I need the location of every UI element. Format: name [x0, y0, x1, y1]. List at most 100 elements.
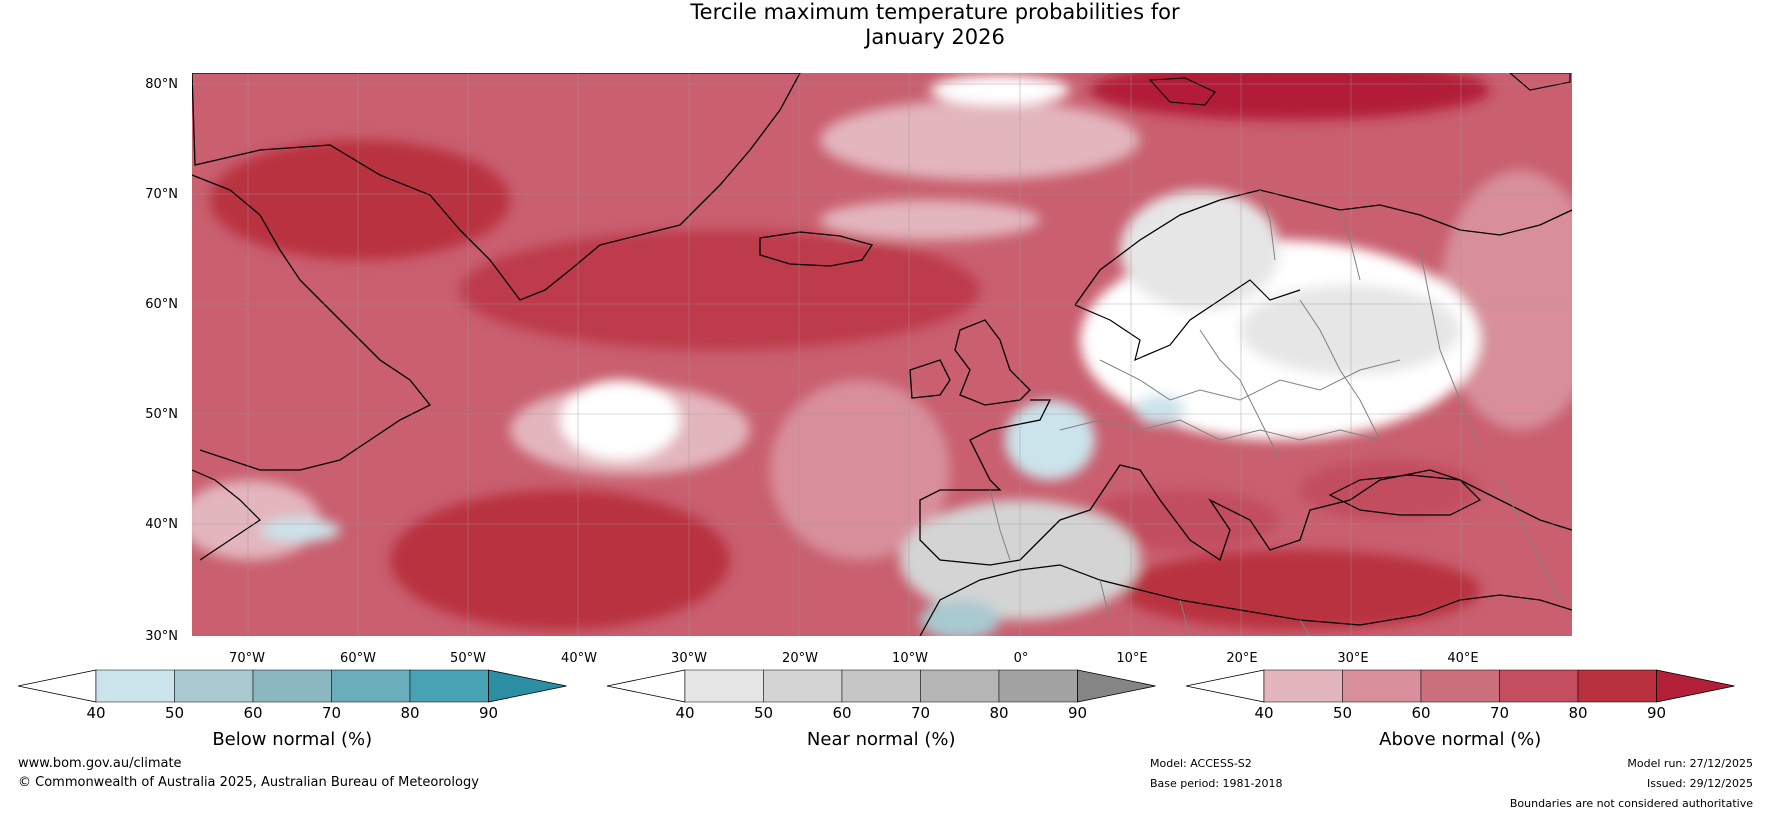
footer-model-run: Model run: 27/12/2025: [1627, 757, 1753, 770]
above-normal-colorbar-segment: [1263, 669, 1343, 703]
light-pink-region-norwegian-sea: [820, 200, 1040, 240]
title-line-1: Tercile maximum temperature probabilitie…: [690, 0, 1180, 24]
dark-red-region-central-med: [1080, 490, 1280, 550]
below-normal-region-alps: [1135, 395, 1185, 425]
border-line-1: [1059, 419, 1381, 441]
above-normal-colorbar-segment: [1420, 669, 1500, 703]
near-normal-colorbar-segment: [998, 669, 1078, 703]
below-normal-colorbar-tick: 70: [322, 704, 341, 722]
below-normal-colorbar-tick: 60: [243, 704, 262, 722]
colorbars: 40 50 60 70 80 90 Below normal (%) 40 50 60 70 80 90…: [17, 669, 1735, 750]
below-normal-region-carolinas: [260, 518, 340, 542]
ireland-coastline: [909, 359, 951, 399]
below-normal-colorbar-tick: 80: [400, 704, 419, 722]
dark-red-region-eastern-med: [1120, 550, 1480, 630]
border-line-4: [1299, 299, 1381, 441]
above-normal-colorbar-segment: [1499, 669, 1579, 703]
longitude-labels: 70°W 60°W 50°W 40°W 30°W 20°W 10°W 0° 10…: [229, 651, 1479, 666]
lat-label-60: 60°N: [145, 297, 178, 312]
lon-label-10w: 10°W: [892, 651, 928, 666]
white-region-arctic: [930, 75, 1070, 105]
above-normal-colorbar-segment: [1577, 669, 1657, 703]
below-normal-colorbar-segment: [331, 669, 411, 703]
above-normal-colorbar-tick: 90: [1647, 704, 1666, 722]
below-normal-colorbar-max-arrow: [488, 669, 567, 703]
lon-label-60w: 60°W: [340, 651, 376, 666]
above-normal-colorbar-tick: 60: [1411, 704, 1430, 722]
near-normal-region-scandinavia: [1120, 190, 1280, 310]
near-normal-colorbar-tick: 80: [989, 704, 1008, 722]
dark-red-region-barents: [1090, 73, 1490, 120]
greenland-coastline: [192, 73, 801, 301]
lat-label-40: 40°N: [145, 517, 178, 532]
footer-issued: Issued: 29/12/2025: [1646, 777, 1753, 790]
near-normal-colorbar-segment: [841, 669, 921, 703]
lat-label-50: 50°N: [145, 407, 178, 422]
lon-label-30e: 30°E: [1337, 651, 1368, 666]
latitude-labels: 80°N 70°N 60°N 50°N 40°N 30°N: [145, 77, 178, 644]
border-line-5: [1419, 249, 1481, 451]
dark-red-region-baffin: [210, 140, 510, 260]
lon-label-20e: 20°E: [1226, 651, 1257, 666]
below-normal-colorbar-tick: 90: [479, 704, 498, 722]
iceland-coastline: [759, 231, 874, 267]
below-normal-colorbar-segment: [95, 669, 175, 703]
light-pink-region-arctic: [820, 100, 1140, 180]
lon-label-40w: 40°W: [561, 651, 597, 666]
below-normal-colorbar: 40 50 60 70 80 90 Below normal (%): [17, 669, 567, 750]
norway-russia-coastline: [1074, 189, 1572, 306]
below-normal-colorbar-min-arrow: [17, 669, 97, 703]
below-normal-region-morocco: [920, 600, 1000, 636]
above-normal-colorbar-tick: 70: [1490, 704, 1509, 722]
below-normal-colorbar-tick: 40: [86, 704, 105, 722]
europe-coastline: [919, 399, 1572, 566]
border-line-6: [989, 489, 1011, 561]
lon-label-50w: 50°W: [450, 651, 486, 666]
border-line-8: [1499, 479, 1561, 601]
labrador-coastline: [192, 174, 432, 471]
below-normal-region-france: [1005, 400, 1095, 480]
lon-label-20w: 20°W: [782, 651, 818, 666]
near-normal-colorbar-segment: [920, 669, 1000, 703]
near-normal-colorbar: 40 50 60 70 80 90 Near normal (%): [606, 669, 1156, 750]
lon-label-0: 0°: [1014, 651, 1029, 666]
chart-title: Tercile maximum temperature probabilitie…: [585, 0, 1285, 50]
border-line-3: [1199, 329, 1281, 461]
border-line-7: [1099, 579, 1311, 636]
near-normal-colorbar-label: Near normal (%): [807, 729, 956, 750]
pink-region-azores: [770, 380, 950, 560]
map-plot-area: [192, 73, 1572, 636]
above-normal-colorbar-label: Above normal (%): [1379, 729, 1541, 750]
north-africa-coastline: [919, 564, 1572, 636]
footer-copyright: © Commonwealth of Australia 2025, Austra…: [18, 775, 479, 790]
above-normal-colorbar-tick: 40: [1254, 704, 1273, 722]
near-normal-colorbar-max-arrow: [1077, 669, 1156, 703]
above-normal-colorbar-min-arrow: [1185, 669, 1265, 703]
above-normal-colorbar-segment: [1342, 669, 1422, 703]
svalbard-coastline: [1148, 77, 1216, 106]
title-line-2: January 2026: [865, 25, 1005, 49]
near-normal-colorbar-tick: 70: [911, 704, 930, 722]
baltic-coastline: [1074, 279, 1301, 362]
lon-label-10e: 10°E: [1116, 651, 1147, 666]
near-normal-colorbar-tick: 50: [754, 704, 773, 722]
above-normal-colorbar: 40 50 60 70 80 90 Above normal (%): [1185, 669, 1735, 750]
below-normal-colorbar-label: Below normal (%): [212, 729, 372, 750]
below-normal-colorbar-segment: [409, 669, 489, 703]
near-normal-colorbar-tick: 40: [675, 704, 694, 722]
below-normal-colorbar-segment: [174, 669, 254, 703]
border-line-9: [1259, 189, 1361, 281]
white-region-mid-atlantic: [560, 380, 680, 460]
near-normal-colorbar-tick: 60: [832, 704, 851, 722]
below-normal-colorbar-tick: 50: [165, 704, 184, 722]
footer-website: www.bom.gov.au/climate: [18, 756, 182, 771]
near-normal-colorbar-tick: 90: [1068, 704, 1087, 722]
below-normal-colorbar-segment: [252, 669, 332, 703]
probability-shading: [192, 73, 1572, 636]
above-normal-colorbar-tick: 80: [1568, 704, 1587, 722]
footer-model: Model: ACCESS-S2: [1150, 757, 1252, 770]
near-normal-colorbar-segment: [763, 669, 843, 703]
pink-region-russia: [1440, 170, 1572, 430]
footer-boundaries: Boundaries are not considered authoritat…: [1509, 797, 1753, 810]
